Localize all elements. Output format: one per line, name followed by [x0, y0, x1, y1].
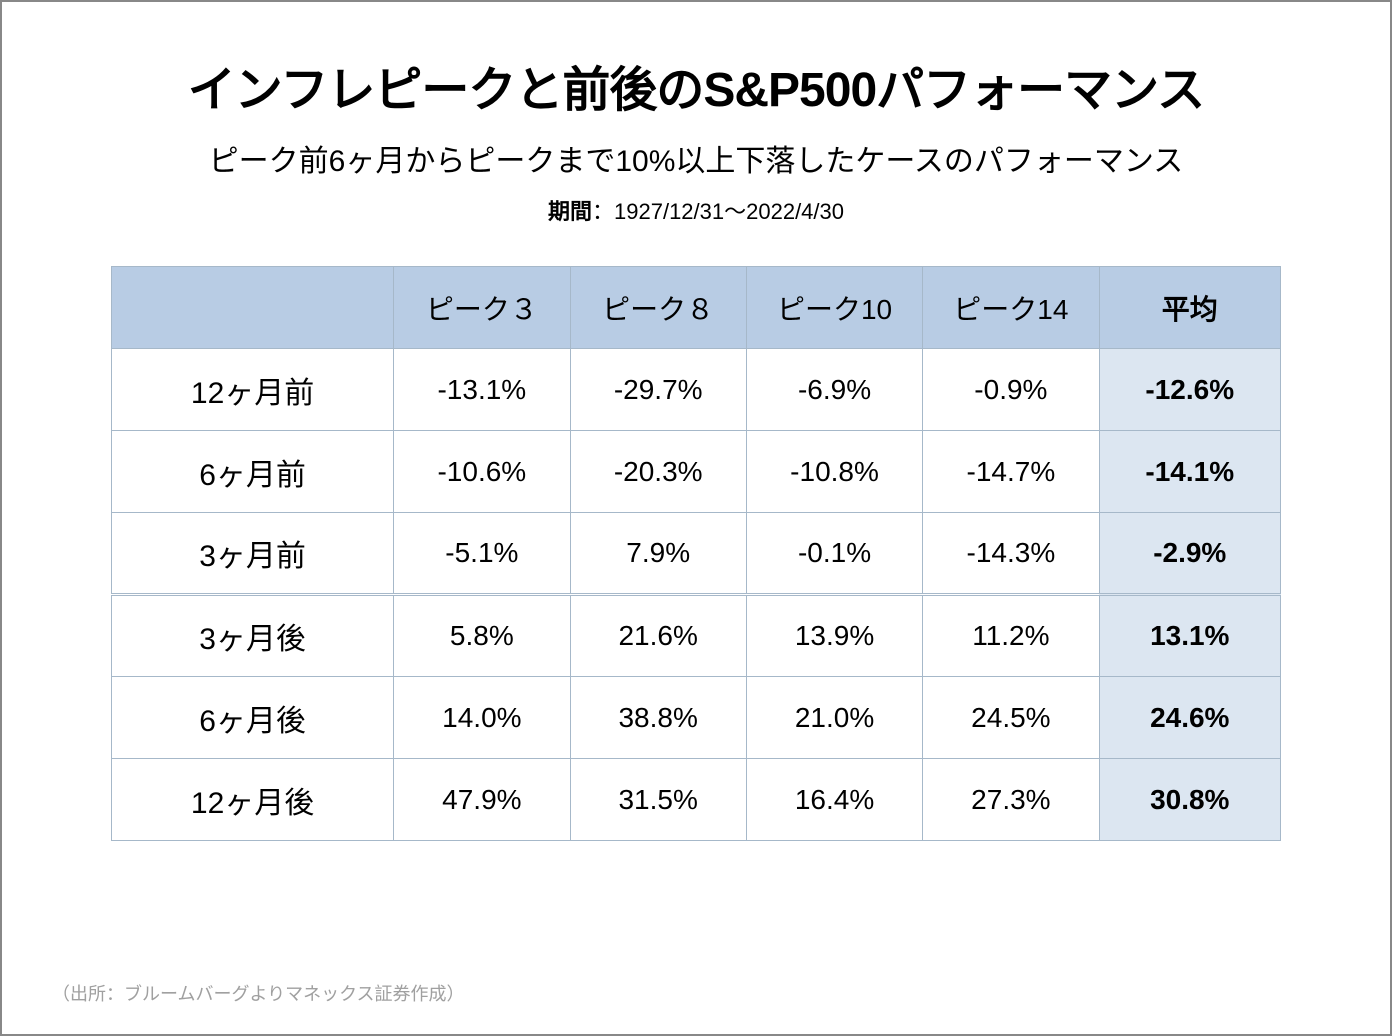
table-cell: -10.6%	[394, 431, 570, 513]
row-label: 3ヶ月後	[112, 595, 394, 677]
table-cell: -10.8%	[746, 431, 922, 513]
average-cell: -12.6%	[1099, 349, 1280, 431]
table-row: 3ヶ月前-5.1%7.9%-0.1%-14.3%-2.9%	[112, 513, 1281, 595]
table-cell: 38.8%	[570, 677, 746, 759]
source-attribution: （出所：ブルームバーグよりマネックス証券作成）	[52, 980, 465, 1006]
table-cell: 13.9%	[746, 595, 922, 677]
table-cell: -29.7%	[570, 349, 746, 431]
table-cell: -5.1%	[394, 513, 570, 595]
subtitle: ピーク前6ヶ月からピークまで10%以上下落したケースのパフォーマンス	[52, 136, 1340, 180]
table-row: 6ヶ月後14.0%38.8%21.0%24.5%24.6%	[112, 677, 1281, 759]
table-cell: -0.9%	[923, 349, 1099, 431]
average-cell: -14.1%	[1099, 431, 1280, 513]
table-cell: 21.0%	[746, 677, 922, 759]
row-label: 6ヶ月後	[112, 677, 394, 759]
table-cell: -20.3%	[570, 431, 746, 513]
header-peak8: ピーク８	[570, 267, 746, 349]
row-label: 3ヶ月前	[112, 513, 394, 595]
table-cell: 31.5%	[570, 759, 746, 841]
table-row: 12ヶ月前-13.1%-29.7%-6.9%-0.9%-12.6%	[112, 349, 1281, 431]
table-cell: 16.4%	[746, 759, 922, 841]
table-row: 12ヶ月後47.9%31.5%16.4%27.3%30.8%	[112, 759, 1281, 841]
table-row: 3ヶ月後5.8%21.6%13.9%11.2%13.1%	[112, 595, 1281, 677]
average-cell: -2.9%	[1099, 513, 1280, 595]
row-label: 12ヶ月前	[112, 349, 394, 431]
table-cell: -6.9%	[746, 349, 922, 431]
table-header-row: ピーク３ ピーク８ ピーク10 ピーク14 平均	[112, 267, 1281, 349]
header-corner	[112, 267, 394, 349]
header-average: 平均	[1099, 267, 1280, 349]
period-label: 期間	[548, 199, 592, 224]
page-title: インフレピークと前後のS&P500パフォーマンス	[52, 50, 1340, 120]
header-peak14: ピーク14	[923, 267, 1099, 349]
performance-table: ピーク３ ピーク８ ピーク10 ピーク14 平均 12ヶ月前-13.1%-29.…	[111, 266, 1281, 841]
table-cell: -13.1%	[394, 349, 570, 431]
row-label: 12ヶ月後	[112, 759, 394, 841]
period-line: 期間：1927/12/31～2022/4/30	[52, 194, 1340, 226]
average-cell: 30.8%	[1099, 759, 1280, 841]
header-peak10: ピーク10	[746, 267, 922, 349]
table-row: 6ヶ月前-10.6%-20.3%-10.8%-14.7%-14.1%	[112, 431, 1281, 513]
table-cell: -14.7%	[923, 431, 1099, 513]
table-head: ピーク３ ピーク８ ピーク10 ピーク14 平均	[112, 267, 1281, 349]
table-cell: 11.2%	[923, 595, 1099, 677]
table-cell: -14.3%	[923, 513, 1099, 595]
slide: インフレピークと前後のS&P500パフォーマンス ピーク前6ヶ月からピークまで1…	[0, 0, 1392, 1036]
table-body: 12ヶ月前-13.1%-29.7%-6.9%-0.9%-12.6%6ヶ月前-10…	[112, 349, 1281, 841]
table-cell: 47.9%	[394, 759, 570, 841]
row-label: 6ヶ月前	[112, 431, 394, 513]
table-cell: 14.0%	[394, 677, 570, 759]
table-container: ピーク３ ピーク８ ピーク10 ピーク14 平均 12ヶ月前-13.1%-29.…	[52, 266, 1340, 841]
average-cell: 24.6%	[1099, 677, 1280, 759]
table-cell: 27.3%	[923, 759, 1099, 841]
header-peak3: ピーク３	[394, 267, 570, 349]
period-value: ：1927/12/31～2022/4/30	[592, 199, 844, 224]
table-cell: 5.8%	[394, 595, 570, 677]
average-cell: 13.1%	[1099, 595, 1280, 677]
table-cell: 24.5%	[923, 677, 1099, 759]
table-cell: 7.9%	[570, 513, 746, 595]
table-cell: 21.6%	[570, 595, 746, 677]
table-cell: -0.1%	[746, 513, 922, 595]
